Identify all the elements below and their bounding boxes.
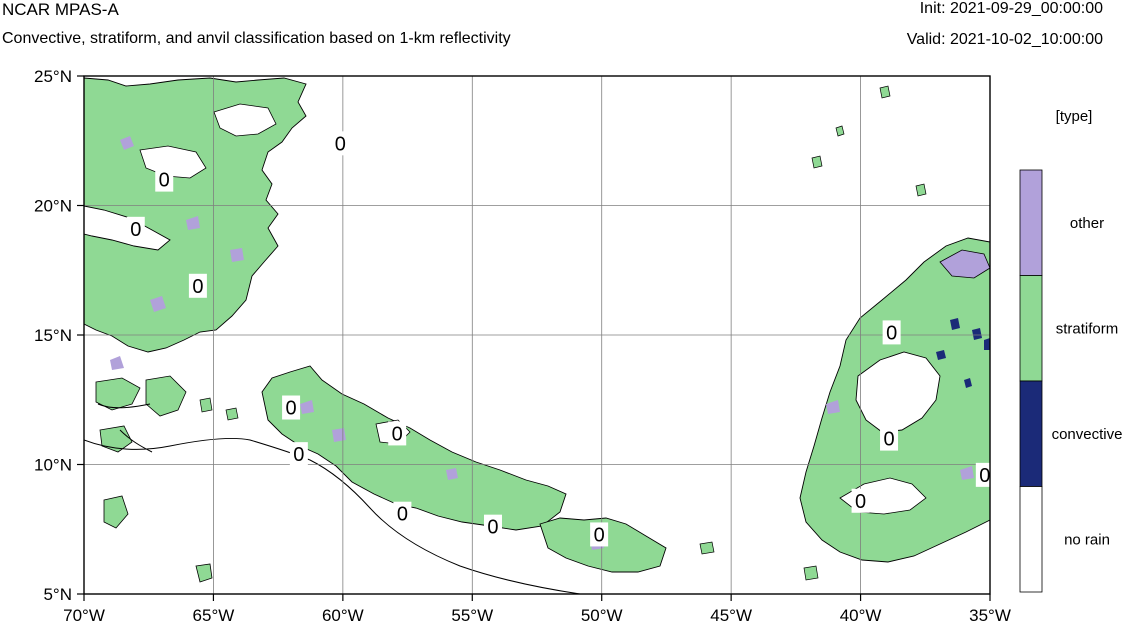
contour-label-background xyxy=(126,216,145,241)
stratiform-speckle xyxy=(199,85,927,581)
tick-label-lon: 45°W xyxy=(710,606,752,625)
contour-label-background xyxy=(188,273,207,298)
legend-title: [type] xyxy=(1056,108,1093,125)
axis-ticks: 70°W 65°W 60°W 55°W 50°W 45°W 40°W 35°W 25°N 20°N… xyxy=(34,67,1011,625)
contour-label: 0 xyxy=(487,517,498,539)
other-fringe-east xyxy=(939,249,990,279)
tick-label-lat: 10°N xyxy=(34,456,72,475)
tick-label-lat: 20°N xyxy=(34,197,72,216)
legend-label: other xyxy=(1070,215,1104,232)
plot-title: NCAR MPAS-A xyxy=(2,0,119,19)
tick-label-lon: 50°W xyxy=(581,606,623,625)
contour-label: 0 xyxy=(192,276,203,298)
rain-cluster-northwest xyxy=(84,77,307,353)
tick-label-lon: 70°W xyxy=(63,606,105,625)
contour-label: 0 xyxy=(594,524,605,546)
legend-swatch-convective xyxy=(1019,380,1043,487)
tick-label-lat: 25°N xyxy=(34,67,72,86)
clear-pocket-northwest-2 xyxy=(213,103,277,137)
contour-label: 0 xyxy=(335,133,346,155)
legend-label: no rain xyxy=(1064,531,1110,548)
contour-label: 0 xyxy=(397,504,408,526)
contour-label: 0 xyxy=(979,465,990,487)
contour-label-background xyxy=(289,442,308,467)
contour-label-background xyxy=(155,167,174,192)
legend: [type] other stratiform convective no rain xyxy=(1019,108,1123,593)
legend-label: convective xyxy=(1052,426,1123,443)
contour-label-background xyxy=(483,514,502,539)
contour-labels: 0 0 0 0 0 0 0 0 0 0 0 0 0 0 xyxy=(126,131,994,547)
tick-label-lat: 15°N xyxy=(34,326,72,345)
valid-time: Valid: 2021-10-02_10:00:00 xyxy=(906,31,1103,48)
contour-label-background xyxy=(388,421,407,446)
legend-swatch-no-rain xyxy=(1019,486,1043,593)
legend-swatch-stratiform xyxy=(1019,275,1043,382)
contour-label: 0 xyxy=(883,429,894,451)
precipitation-classification-field xyxy=(84,77,990,594)
clear-core-east xyxy=(855,351,941,433)
tick-label-lon: 65°W xyxy=(193,606,235,625)
contour-label-background xyxy=(590,522,609,547)
rain-cells-west xyxy=(95,375,213,583)
tick-label-lon: 35°W xyxy=(969,606,1011,625)
contour-label: 0 xyxy=(286,398,297,420)
contour-label: 0 xyxy=(293,444,304,466)
contour-label-background xyxy=(393,501,412,526)
contour-label: 0 xyxy=(159,170,170,192)
tick-label-lon: 55°W xyxy=(451,606,493,625)
legend-label: stratiform xyxy=(1056,320,1119,337)
convective-cells-east xyxy=(936,318,990,388)
contour-label-background xyxy=(282,395,301,420)
contour-label: 0 xyxy=(392,423,403,445)
contour-label: 0 xyxy=(855,491,866,513)
map-grid xyxy=(84,76,990,594)
init-time: Init: 2021-09-29_00:00:00 xyxy=(919,0,1103,17)
tick-label-lon: 40°W xyxy=(840,606,882,625)
contour-label-background xyxy=(880,426,899,451)
legend-colorbar: other stratiform convective no rain xyxy=(1019,169,1123,593)
contour-label-background xyxy=(882,320,901,345)
contour-label-background xyxy=(851,488,870,513)
contour-label: 0 xyxy=(130,219,141,241)
contour-label-background xyxy=(331,131,350,156)
tick-label-lon: 60°W xyxy=(322,606,364,625)
contour-label: 0 xyxy=(886,322,897,344)
rain-band-central xyxy=(261,365,567,531)
contour-zero-line-central xyxy=(97,403,153,453)
contour-zero-line-west xyxy=(84,437,581,594)
legend-swatch-other xyxy=(1019,169,1043,276)
tick-label-lat: 5°N xyxy=(43,585,72,604)
plot-subtitle: Convective, stratiform, and anvil classi… xyxy=(2,30,511,47)
